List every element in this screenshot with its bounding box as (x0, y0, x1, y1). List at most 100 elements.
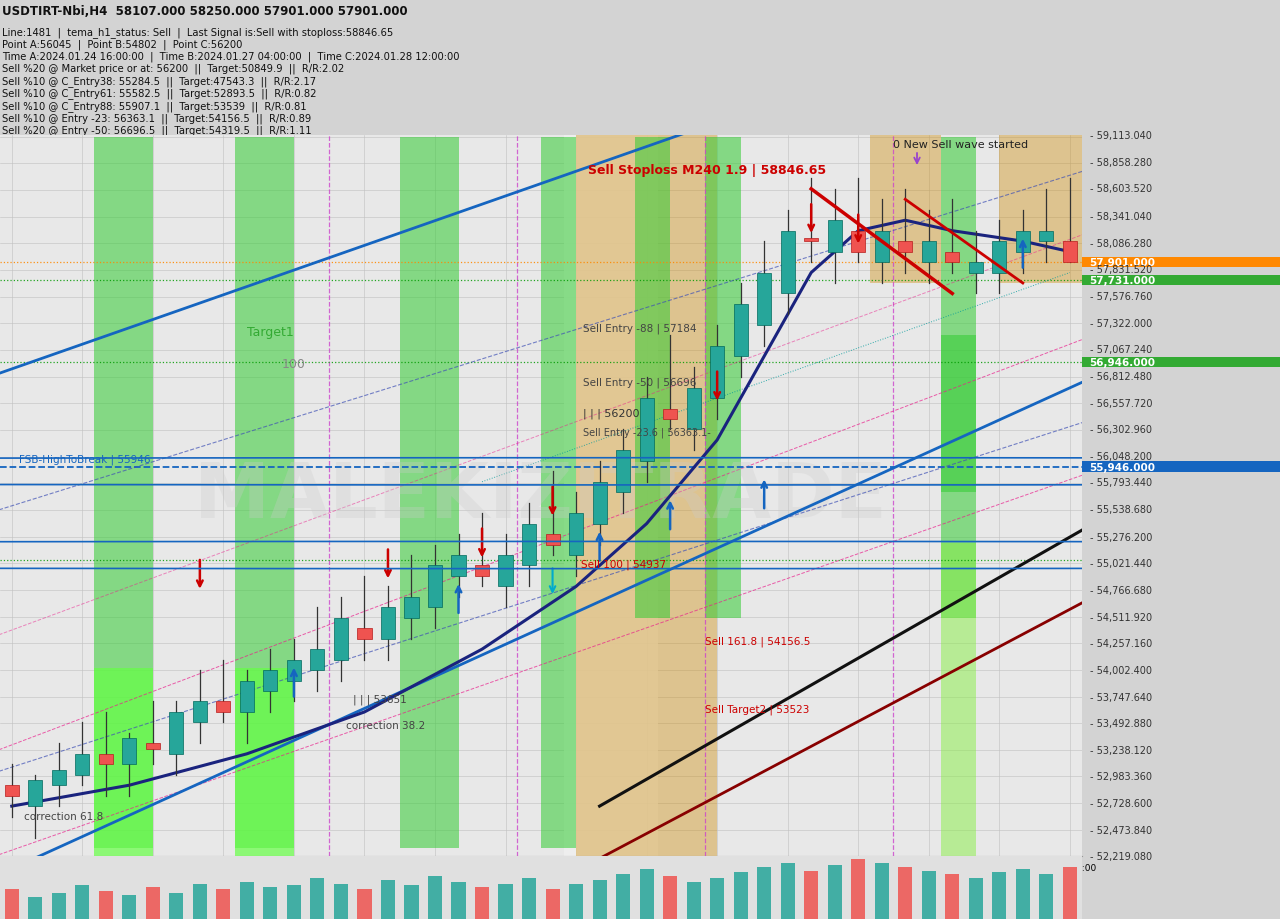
Bar (93, 137, 152, 848)
Text: Point A:56045  |  Point B:54802  |  Point C:56200: Point A:56045 | Point B:54802 | Point C:… (3, 40, 242, 50)
Text: - 59,113.040: - 59,113.040 (1089, 131, 1152, 141)
Bar (545, 890, 559, 919)
Bar (1000, 136, 1093, 284)
Bar (216, 702, 230, 712)
Bar (1016, 868, 1030, 919)
Bar (686, 388, 700, 430)
Bar (193, 702, 207, 722)
Bar (498, 884, 512, 919)
Bar (922, 242, 936, 263)
Bar (663, 876, 677, 919)
Bar (216, 890, 230, 919)
Text: Sell %10 @ C_Entry61: 55582.5  ||  Target:52893.5  ||  R/R:0.82: Sell %10 @ C_Entry61: 55582.5 || Target:… (3, 88, 316, 99)
Text: correction 38.2: correction 38.2 (346, 720, 425, 730)
Bar (969, 878, 983, 919)
Text: 57,901.000: 57,901.000 (1089, 257, 1156, 267)
Bar (522, 878, 536, 919)
Bar (93, 668, 152, 857)
Bar (1039, 874, 1053, 919)
Text: Sell Entry -88 | 57184: Sell Entry -88 | 57184 (584, 323, 696, 334)
Bar (123, 895, 137, 919)
Text: - 52,728.600: - 52,728.600 (1089, 799, 1152, 808)
Bar (616, 874, 630, 919)
Text: - 58,858.280: - 58,858.280 (1089, 158, 1152, 167)
Text: - 54,766.680: - 54,766.680 (1089, 585, 1152, 596)
Bar (1062, 867, 1076, 919)
Bar (428, 876, 442, 919)
Bar (781, 863, 795, 919)
Text: | | | 56200: | | | 56200 (584, 408, 640, 419)
Bar (264, 670, 278, 691)
Text: 55,946.000: 55,946.000 (1089, 462, 1156, 472)
Bar (828, 221, 842, 253)
Bar (404, 597, 419, 618)
Bar (169, 893, 183, 919)
Bar (1016, 232, 1030, 253)
Bar (640, 868, 654, 919)
Text: - 57,067.240: - 57,067.240 (1089, 345, 1152, 355)
Bar (287, 660, 301, 681)
Bar (99, 891, 113, 919)
Bar (1082, 357, 1280, 368)
Bar (969, 263, 983, 273)
Text: Sell %20 @ Entry -50: 56696.5  ||  Target:54319.5  ||  R/R:1.11: Sell %20 @ Entry -50: 56696.5 || Target:… (3, 125, 312, 136)
Text: Target1: Target1 (247, 326, 293, 339)
Bar (99, 754, 113, 765)
Text: - 54,257.160: - 54,257.160 (1089, 639, 1152, 649)
Bar (452, 555, 466, 576)
Text: | | | 53651: | | | 53651 (353, 694, 407, 704)
Bar (522, 524, 536, 566)
Text: 0 New Sell wave started: 0 New Sell wave started (893, 140, 1029, 150)
Bar (1082, 462, 1280, 472)
Text: - 52,473.840: - 52,473.840 (1089, 825, 1152, 834)
Bar (51, 893, 65, 919)
Bar (804, 239, 818, 242)
Bar (686, 882, 700, 919)
Bar (239, 681, 253, 712)
Bar (5, 786, 19, 796)
Bar (236, 137, 294, 848)
Bar (663, 409, 677, 420)
Text: Sell Target2 | 53523: Sell Target2 | 53523 (705, 704, 810, 715)
Bar (1039, 232, 1053, 242)
Text: - 56,557.720: - 56,557.720 (1089, 398, 1152, 408)
Text: - 54,511.920: - 54,511.920 (1089, 612, 1152, 622)
Text: - 55,538.680: - 55,538.680 (1089, 505, 1152, 515)
Text: Sell Entry -23.6 | 56363.1-: Sell Entry -23.6 | 56363.1- (584, 427, 710, 437)
Bar (310, 650, 324, 670)
Bar (334, 618, 348, 660)
Bar (941, 137, 975, 618)
Bar (851, 859, 865, 919)
Bar (945, 253, 959, 263)
Bar (710, 346, 724, 399)
Bar (76, 886, 90, 919)
Bar (239, 882, 253, 919)
Bar (334, 884, 348, 919)
Bar (193, 884, 207, 919)
Text: - 55,793.440: - 55,793.440 (1089, 478, 1152, 488)
Bar (705, 137, 741, 618)
Text: - 54,002.400: - 54,002.400 (1089, 665, 1152, 675)
Text: - 57,576.760: - 57,576.760 (1089, 291, 1152, 301)
Bar (922, 870, 936, 919)
Text: Time A:2024.01.24 16:00:00  |  Time B:2024.01.27 04:00:00  |  Time C:2024.01.28 : Time A:2024.01.24 16:00:00 | Time B:2024… (3, 51, 460, 62)
Text: - 52,219.080: - 52,219.080 (1089, 852, 1152, 861)
Bar (945, 874, 959, 919)
Text: Sell %20 @ Market price or at: 56200  ||  Target:50849.9  ||  R/R:2.02: Sell %20 @ Market price or at: 56200 || … (3, 64, 344, 74)
Bar (404, 886, 419, 919)
Bar (851, 232, 865, 253)
Text: 57,731.000: 57,731.000 (1089, 276, 1156, 286)
Bar (540, 137, 576, 848)
Bar (899, 242, 913, 253)
Bar (123, 738, 137, 765)
Text: Sell %10 @ Entry -23: 56363.1  ||  Target:54156.5  ||  R/R:0.89: Sell %10 @ Entry -23: 56363.1 || Target:… (3, 113, 311, 123)
Bar (593, 880, 607, 919)
Bar (635, 137, 671, 618)
Bar (992, 242, 1006, 273)
Bar (1082, 276, 1280, 286)
Bar (756, 867, 772, 919)
Text: Sell Stoploss M240 1.9 | 58846.65: Sell Stoploss M240 1.9 | 58846.65 (588, 164, 826, 177)
Text: - 52,983.360: - 52,983.360 (1089, 772, 1152, 782)
Bar (899, 867, 913, 919)
Bar (640, 399, 654, 461)
